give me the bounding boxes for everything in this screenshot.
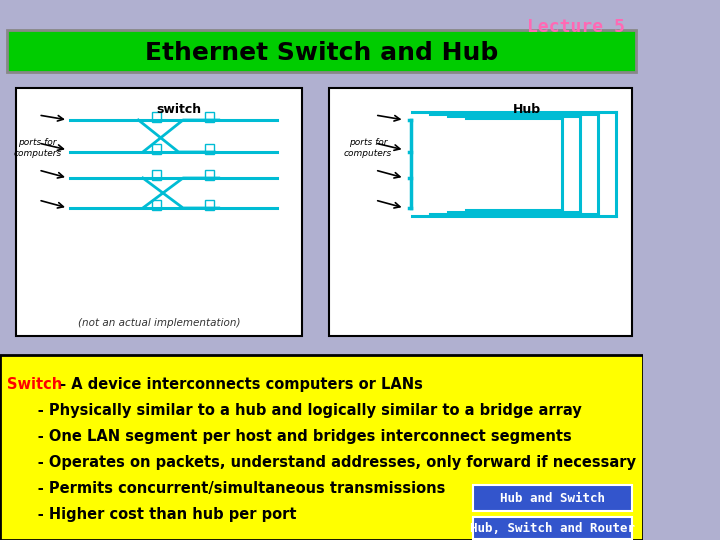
FancyBboxPatch shape [16,88,302,336]
Text: Ethernet Switch and Hub: Ethernet Switch and Hub [145,41,498,65]
Text: - Permits concurrent/simultaneous transmissions: - Permits concurrent/simultaneous transm… [7,481,446,496]
Text: Switch: Switch [7,377,63,392]
Text: - Higher cost than hub per port: - Higher cost than hub per port [7,507,297,522]
Text: - One LAN segment per host and bridges interconnect segments: - One LAN segment per host and bridges i… [7,429,572,444]
Text: (not an actual implementation): (not an actual implementation) [78,318,240,328]
Bar [152,144,161,154]
FancyBboxPatch shape [473,485,632,511]
FancyBboxPatch shape [473,517,632,539]
Text: Lecture 5: Lecture 5 [527,18,625,36]
FancyBboxPatch shape [328,88,632,336]
FancyBboxPatch shape [7,80,636,350]
Bar [152,112,161,122]
Text: - A device interconnects computers or LANs: - A device interconnects computers or LA… [55,377,423,392]
Bar [205,200,215,210]
FancyBboxPatch shape [0,355,643,540]
Bar [205,170,215,180]
Text: Hub: Hub [513,103,541,116]
Text: ports for
computers: ports for computers [14,138,62,158]
Text: ports for
computers: ports for computers [343,138,392,158]
FancyBboxPatch shape [7,30,636,72]
Bar [205,144,215,154]
Text: Hub, Switch and Router: Hub, Switch and Router [470,522,635,535]
Text: - Physically similar to a hub and logically similar to a bridge array: - Physically similar to a hub and logica… [7,403,582,418]
Bar [152,170,161,180]
Bar [205,112,215,122]
Text: switch: switch [156,103,201,116]
Text: - Operates on packets, understand addresses, only forward if necessary: - Operates on packets, understand addres… [7,455,636,470]
Text: Hub and Switch: Hub and Switch [500,491,605,504]
Bar [152,200,161,210]
